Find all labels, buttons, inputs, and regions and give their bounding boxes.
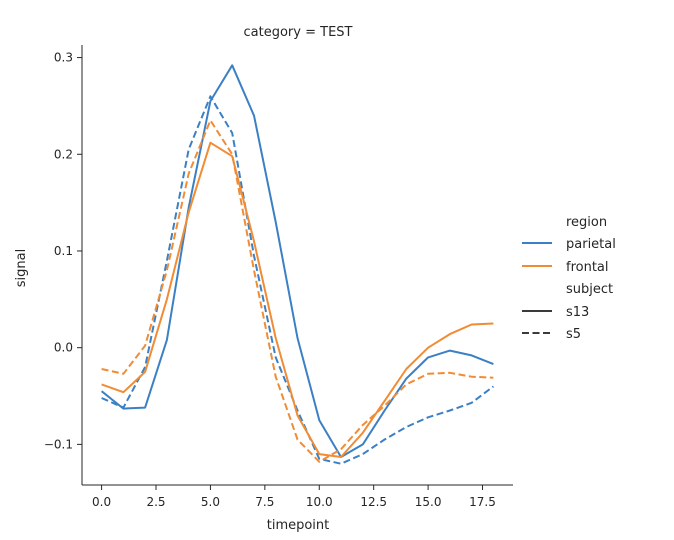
x-tick-label: 12.5 [360, 495, 387, 509]
series-line-frontal-s13 [101, 141, 494, 458]
legend-title-subject: subject [566, 282, 613, 297]
legend-label-parietal: parietal [566, 237, 616, 252]
legend-label-s13: s13 [566, 305, 589, 320]
y-tick-label: −0.1 [44, 437, 73, 451]
legend-label-s5: s5 [566, 327, 581, 342]
y-tick-label: 0.0 [54, 341, 73, 355]
x-tick-label: 17.5 [469, 495, 496, 509]
y-axis-label: signal [14, 249, 29, 287]
x-axis-label: timepoint [267, 518, 330, 533]
x-tick-label: 0.0 [92, 495, 111, 509]
legend-title-region: region [566, 215, 607, 230]
x-axis-ticks: 0.0 2.5 5.0 7.5 10.0 12.5 15.0 17.5 [92, 485, 496, 509]
x-tick-label: 7.5 [255, 495, 274, 509]
y-tick-label: 0.1 [54, 244, 73, 258]
chart-title: category = TEST [244, 25, 353, 40]
x-tick-label: 5.0 [201, 495, 220, 509]
plot-area: 0.0 2.5 5.0 7.5 10.0 12.5 15.0 17.5 −0.1 0.0 0.1 0… [44, 45, 513, 509]
y-tick-label: 0.2 [54, 147, 73, 161]
y-axis-ticks: −0.1 0.0 0.1 0.2 0.3 [44, 51, 82, 451]
x-tick-label: 2.5 [146, 495, 165, 509]
series-line-parietal-s13 [100, 64, 494, 458]
y-tick-label: 0.3 [54, 51, 73, 65]
legend: region parietal frontal subject s13 s5 [522, 215, 616, 342]
x-tick-label: 10.0 [306, 495, 333, 509]
series-layer [100, 64, 495, 465]
x-tick-label: 15.0 [415, 495, 442, 509]
legend-label-frontal: frontal [566, 260, 609, 275]
series-line-frontal-s5 [101, 119, 494, 463]
series-line-parietal-s5 [101, 95, 495, 465]
